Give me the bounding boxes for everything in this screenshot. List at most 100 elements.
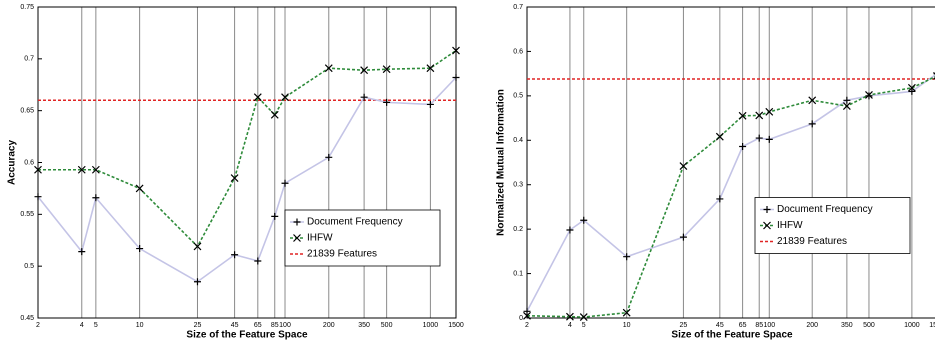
series-line: [38, 49, 457, 248]
marker: [193, 278, 201, 286]
series-line: [526, 74, 935, 312]
y-tick-label: 0.1: [513, 270, 523, 277]
x-tick-label: 45: [231, 322, 239, 329]
x-tick-label: 100: [279, 322, 291, 329]
marker: [136, 245, 144, 253]
x-tick-label: 200: [323, 322, 335, 329]
x-tick-label: 100: [763, 322, 775, 329]
marker: [865, 92, 873, 100]
x-tick-label: 1000: [423, 322, 439, 329]
marker: [281, 93, 289, 102]
marker: [716, 195, 724, 203]
y-tick-label: 0.75: [20, 4, 34, 11]
y-tick-label: 0.7: [513, 4, 523, 11]
marker: [293, 218, 301, 226]
y-tick-label: 0.4: [513, 137, 523, 144]
x-tick-label: 5: [94, 322, 98, 329]
legend-label: IHFW: [307, 233, 333, 244]
x-tick-label: 200: [806, 322, 818, 329]
marker: [271, 212, 279, 220]
marker: [763, 206, 771, 213]
marker: [92, 194, 100, 202]
marker: [842, 102, 851, 111]
legend-label: 21839 Features: [777, 236, 847, 247]
marker: [78, 248, 86, 256]
x-tick-label: 2: [36, 322, 40, 329]
y-tick-label: 0.55: [20, 211, 34, 218]
x-tick-label: 85: [271, 322, 279, 329]
y-tick-label: 0.7: [24, 56, 34, 63]
legend-label: Document Frequency: [307, 217, 403, 228]
marker: [679, 162, 688, 170]
x-tick-label: 10: [623, 322, 631, 329]
marker: [579, 313, 588, 322]
marker: [679, 233, 687, 241]
legend: Document Frequency IHFW 21839 Features: [284, 209, 441, 267]
marker: [231, 251, 239, 259]
marker: [765, 107, 774, 116]
marker: [755, 111, 764, 120]
marker: [908, 87, 916, 95]
x-tick-label: 25: [680, 322, 688, 329]
y-axis-label: Normalized Mutual Information: [496, 89, 507, 236]
marker: [281, 179, 289, 187]
marker: [91, 165, 100, 174]
marker: [34, 165, 42, 174]
legend: Document Frequency IHFW 21839 Features: [754, 197, 911, 254]
marker: [324, 64, 333, 73]
y-tick-label: 0.5: [24, 263, 34, 270]
marker: [523, 307, 531, 315]
x-tick-label: 1000: [904, 322, 920, 329]
marker: [382, 65, 391, 74]
marker: [360, 66, 369, 75]
marker: [523, 311, 531, 320]
marker: [865, 91, 873, 99]
x-tick-label: 2: [525, 322, 529, 329]
marker: [808, 96, 817, 105]
plot-frame: [37, 6, 457, 319]
x-tick-label: 500: [381, 322, 393, 329]
y-tick-label: 0.65: [20, 108, 34, 115]
marker: [566, 226, 574, 234]
marker: [426, 100, 434, 108]
x-axis-label: Size of the Feature Space: [671, 330, 793, 341]
x-tick-label: 1500: [448, 322, 464, 329]
y-tick-label: 0.6: [24, 159, 34, 166]
x-tick-label: 4: [568, 322, 572, 329]
x-tick-label: 85: [755, 322, 763, 329]
y-tick-label: 0.5: [513, 93, 523, 100]
marker: [426, 64, 435, 73]
y-axis-label: Accuracy: [7, 140, 18, 185]
marker: [623, 253, 631, 261]
x-tick-label: 5: [582, 322, 586, 329]
x-tick-label: 4: [80, 322, 84, 329]
marker: [360, 93, 368, 101]
x-tick-label: 65: [739, 322, 747, 329]
x-tick-label: 500: [863, 322, 875, 329]
marker: [383, 98, 391, 106]
marker: [755, 134, 763, 142]
marker: [77, 165, 86, 174]
y-tick-label: 0.3: [513, 182, 523, 189]
x-tick-label: 350: [358, 322, 370, 329]
y-tick-label: 0.45: [20, 315, 34, 322]
x-tick-label: 45: [716, 322, 724, 329]
marker: [452, 73, 460, 81]
x-tick-label: 1500: [929, 322, 935, 329]
marker: [34, 193, 42, 201]
x-tick-label: 65: [254, 322, 262, 329]
marker: [763, 221, 771, 230]
marker: [452, 46, 460, 55]
marker: [193, 242, 202, 251]
plot-frame: [526, 6, 935, 319]
marker: [622, 308, 631, 317]
legend-box: [284, 209, 441, 267]
marker: [739, 143, 747, 151]
marker: [566, 312, 574, 321]
x-tick-label: 10: [136, 322, 144, 329]
marker: [738, 111, 747, 120]
x-axis-label: Size of the Feature Space: [186, 330, 308, 341]
y-tick-label: 0.2: [513, 226, 523, 233]
marker: [808, 120, 816, 128]
